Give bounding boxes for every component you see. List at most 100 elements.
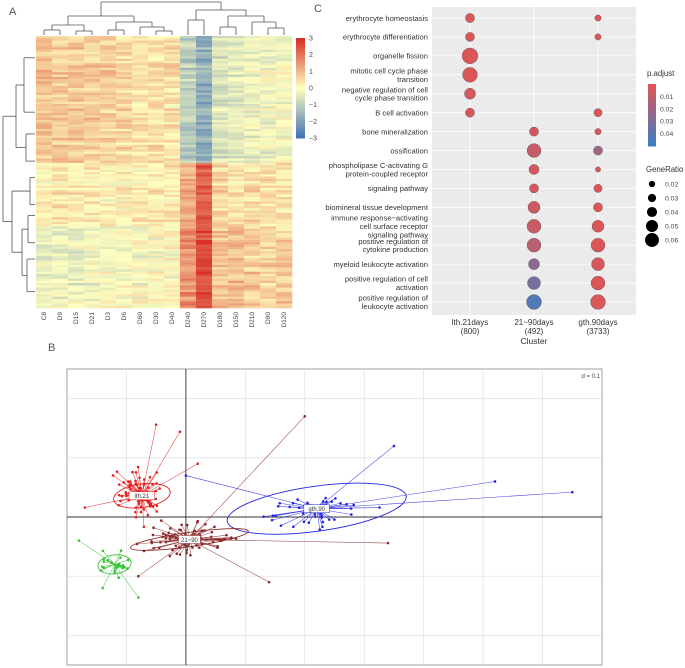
heatmap-cell [36, 36, 53, 39]
x-axis-title: Cluster [521, 336, 548, 345]
pca-spoke [163, 533, 190, 540]
heatmap-cell [52, 203, 69, 207]
heatmap-cell [180, 287, 197, 291]
heatmap-cell [164, 149, 181, 152]
heatmap-cell [260, 47, 277, 50]
enrichment-point [528, 258, 540, 270]
pca-spoke [314, 508, 317, 512]
pca-sample-point [190, 534, 193, 537]
heatmap-cell [164, 97, 181, 100]
heatmap-cell [260, 124, 277, 127]
heatmap-cell [52, 289, 69, 293]
heatmap-cell [244, 305, 261, 309]
heatmap-cell [148, 199, 165, 202]
x-cluster-count: (3733) [586, 327, 609, 336]
heatmap-cell [84, 233, 101, 236]
heatmap-cell [260, 58, 277, 62]
pca-spoke [141, 492, 154, 496]
heatmap-cell [196, 160, 213, 164]
heatmap-cell [180, 115, 197, 118]
y-term-label: erythrocyte differentiation [343, 33, 428, 42]
pca-sample-point [154, 489, 158, 493]
heatmap-cell [52, 162, 69, 166]
heatmap-cell [228, 85, 245, 89]
pca-sample-point [149, 497, 153, 501]
pca-spoke [141, 495, 152, 504]
heatmap-cell [100, 56, 117, 59]
colorbar-swatch [296, 82, 305, 85]
padjust-swatch [648, 141, 656, 144]
heatmap-cell [84, 280, 101, 284]
heatmap-cell [36, 153, 53, 157]
pca-spoke [316, 501, 332, 509]
pca-sample-point [170, 534, 174, 538]
heatmap-cell [180, 260, 197, 263]
heatmap-cell [212, 233, 229, 236]
pca-sample-point [164, 533, 167, 537]
heatmap-cell [52, 140, 69, 143]
pca-spoke [316, 508, 324, 523]
pca-spoke [189, 539, 191, 556]
pca-spoke [174, 534, 190, 540]
heatmap-cell [212, 133, 229, 137]
heatmap-cell [100, 226, 117, 229]
heatmap-cell [212, 242, 229, 245]
heatmap-cell [68, 176, 85, 180]
pca-sample-point [134, 506, 138, 510]
dotplot-panel-bg [432, 7, 636, 315]
heatmap-cell [244, 36, 261, 39]
heatmap-cell [36, 233, 53, 236]
heatmap-cell [116, 165, 133, 168]
heatmap-cell [228, 115, 245, 118]
pca-sample-point [155, 482, 158, 485]
heatmap-cell [132, 85, 149, 89]
heatmap-cell [36, 54, 53, 57]
column-label: D3 [105, 312, 112, 321]
colorbar-swatch [296, 118, 305, 121]
heatmap-cell [84, 298, 101, 302]
heatmap-cell [260, 81, 277, 84]
pca-sample-point [136, 500, 140, 503]
pca-spoke [189, 537, 201, 540]
heatmap-cell [100, 162, 117, 166]
column-label: D15 [73, 312, 80, 324]
heatmap-cell [260, 67, 277, 71]
heatmap-cell [36, 217, 53, 220]
column-label: D240 [185, 312, 192, 328]
heatmap-cell [116, 133, 133, 137]
pca-sample-point [193, 532, 196, 536]
heatmap-cell [84, 190, 101, 193]
heatmap-cell [52, 183, 69, 186]
heatmap-cell [116, 289, 133, 293]
heatmap-cell [244, 187, 261, 191]
heatmap-cell [116, 203, 133, 207]
pca-sample-point [126, 558, 130, 562]
pca-sample-point [141, 492, 145, 496]
pca-sample-point [83, 506, 87, 509]
heatmap-cell [180, 90, 197, 93]
heatmap-cell [84, 140, 101, 143]
heatmap-cell [260, 142, 277, 146]
heatmap-cell [164, 292, 181, 295]
heatmap-cell [100, 292, 117, 295]
heatmap-cell [244, 294, 261, 297]
heatmap-cell [100, 128, 117, 132]
pca-spoke [138, 495, 143, 504]
pca-spoke [159, 539, 190, 549]
heatmap-cell [148, 169, 165, 173]
heatmap-cell [52, 301, 69, 304]
heatmap-cell [228, 172, 245, 175]
heatmap-cell [260, 260, 277, 263]
heatmap-cell [260, 187, 277, 191]
heatmap-cell [52, 128, 69, 132]
heatmap-cell [116, 230, 133, 234]
heatmap-cell [228, 165, 245, 168]
heatmap-cell [52, 144, 69, 148]
heatmap-cell [196, 51, 213, 55]
heatmap-cell [228, 138, 245, 141]
heatmap-cell [36, 142, 53, 146]
padjust-swatch [648, 113, 656, 116]
heatmap-cell [68, 203, 85, 207]
pca-sample-point [102, 566, 106, 570]
pca-sample-point [345, 502, 348, 506]
